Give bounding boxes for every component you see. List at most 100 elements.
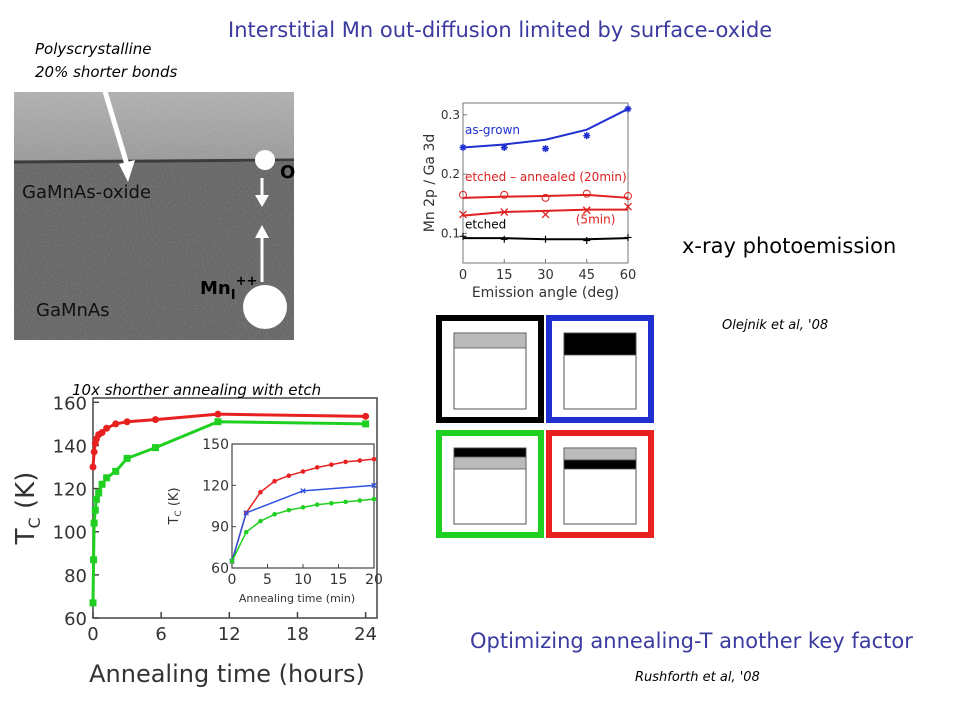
series-3 — [459, 232, 632, 244]
note-arrow — [101, 87, 131, 169]
data-point — [258, 489, 263, 495]
series-0 — [89, 410, 370, 471]
annealing-note: 10x shorther annealing with etch — [72, 381, 322, 399]
sample-layer-black — [453, 447, 527, 458]
series-fit-line — [462, 108, 629, 149]
series-label: (5min) — [576, 212, 616, 226]
data-point — [371, 496, 377, 502]
data-point — [371, 456, 377, 462]
y-tick-label: 140 — [53, 436, 87, 457]
data-point — [112, 467, 120, 475]
y-tick-label: 120 — [202, 478, 229, 494]
x-tick-label: 10 — [294, 572, 312, 588]
data-point — [624, 234, 632, 242]
x-axis-label: Emission angle (deg) — [472, 285, 619, 301]
data-point — [624, 202, 632, 211]
x-tick-label: 5 — [263, 572, 272, 588]
y-tick-label: 60 — [211, 561, 229, 577]
x-tick-label: 60 — [620, 268, 637, 283]
x-axis-label: Annealing time (min) — [239, 592, 355, 605]
y-tick-label: 80 — [64, 566, 87, 587]
series-0 — [459, 105, 632, 153]
data-point — [243, 529, 249, 535]
sample-box-red — [546, 430, 654, 538]
data-point — [286, 507, 292, 513]
data-point — [272, 511, 277, 517]
y-tick-label: 120 — [53, 480, 87, 501]
data-point — [214, 410, 222, 418]
data-point — [343, 499, 348, 505]
x-tick-label: 0 — [228, 572, 237, 588]
series-line — [231, 484, 375, 562]
annealing-heading: Optimizing annealing-T another key facto… — [470, 629, 913, 653]
data-point — [300, 488, 306, 494]
data-point — [459, 190, 467, 199]
xray-photoemission-label: x-ray photoemission — [682, 234, 897, 258]
sample-box-green — [436, 430, 544, 538]
citation-rushforth: Rushforth et al, '08 — [635, 670, 760, 685]
y-tick-label: 160 — [53, 393, 87, 414]
sample-layer-gray — [453, 332, 527, 349]
data-point — [258, 518, 263, 524]
sample-box-black — [436, 315, 544, 423]
series-2 — [459, 202, 632, 219]
data-point — [90, 519, 98, 527]
bulk-layer-label: GaMnAs — [36, 300, 110, 321]
x-tick-label: 18 — [286, 624, 309, 645]
x-tick-label: 15 — [496, 268, 513, 283]
data-point — [89, 599, 97, 607]
data-point — [500, 208, 509, 216]
sample-layer-boxes — [436, 315, 654, 538]
data-point — [541, 193, 550, 202]
y-tick-label: 100 — [53, 523, 87, 544]
data-point — [90, 556, 98, 564]
x-tick-label: 30 — [537, 268, 554, 283]
x-tick-label: 0 — [459, 268, 467, 283]
data-point — [357, 458, 363, 463]
data-point — [500, 190, 509, 199]
x-tick-label: 12 — [218, 624, 241, 645]
data-point — [343, 459, 348, 465]
data-point — [459, 232, 467, 240]
y-axis-label: TC (K) — [11, 472, 44, 546]
oxide-layer-label: GaMnAs-oxide — [22, 182, 151, 203]
x-tick-label: 6 — [155, 624, 166, 645]
micrograph-note-line1: Polyscrystalline — [35, 40, 152, 58]
data-point — [243, 510, 249, 516]
y-tick-label: 0.3 — [441, 108, 460, 122]
series-label: etched – annealed (20min) — [465, 170, 627, 184]
sample-layer-black — [563, 459, 637, 470]
data-point — [92, 495, 100, 503]
x-tick-label: 20 — [365, 572, 383, 588]
series-1 — [459, 189, 632, 202]
data-point — [542, 235, 549, 243]
data-point — [123, 418, 131, 426]
mn-label: MnI++ — [200, 274, 257, 303]
sample-layer-black — [563, 332, 637, 356]
data-point — [151, 416, 159, 424]
data-point — [214, 418, 222, 426]
tc-annealing-minutes-inset: 0 5 10 15 20 60 90 120 150 Annealing time (min) TC… — [167, 437, 383, 605]
data-point — [300, 469, 306, 474]
data-point — [272, 478, 277, 484]
data-point — [582, 189, 591, 198]
x-axis-label: Annealing time (hours) — [89, 660, 365, 688]
data-point — [583, 132, 591, 140]
y-axis-label: TC (K) — [167, 487, 184, 525]
data-point — [314, 502, 320, 507]
data-point — [98, 429, 106, 437]
sample-layer-gray — [453, 456, 527, 470]
data-point — [357, 498, 363, 503]
data-point — [583, 236, 591, 244]
x-tick-label: 45 — [578, 268, 595, 283]
data-point — [624, 105, 632, 113]
series-1 — [89, 418, 370, 607]
x-tick-label: 15 — [330, 572, 348, 588]
y-tick-label: 90 — [211, 520, 229, 536]
data-point — [89, 463, 97, 471]
y-tick-label: 60 — [64, 609, 87, 630]
y-tick-label: 150 — [202, 437, 229, 453]
data-point — [151, 444, 159, 452]
data-point — [624, 192, 632, 201]
